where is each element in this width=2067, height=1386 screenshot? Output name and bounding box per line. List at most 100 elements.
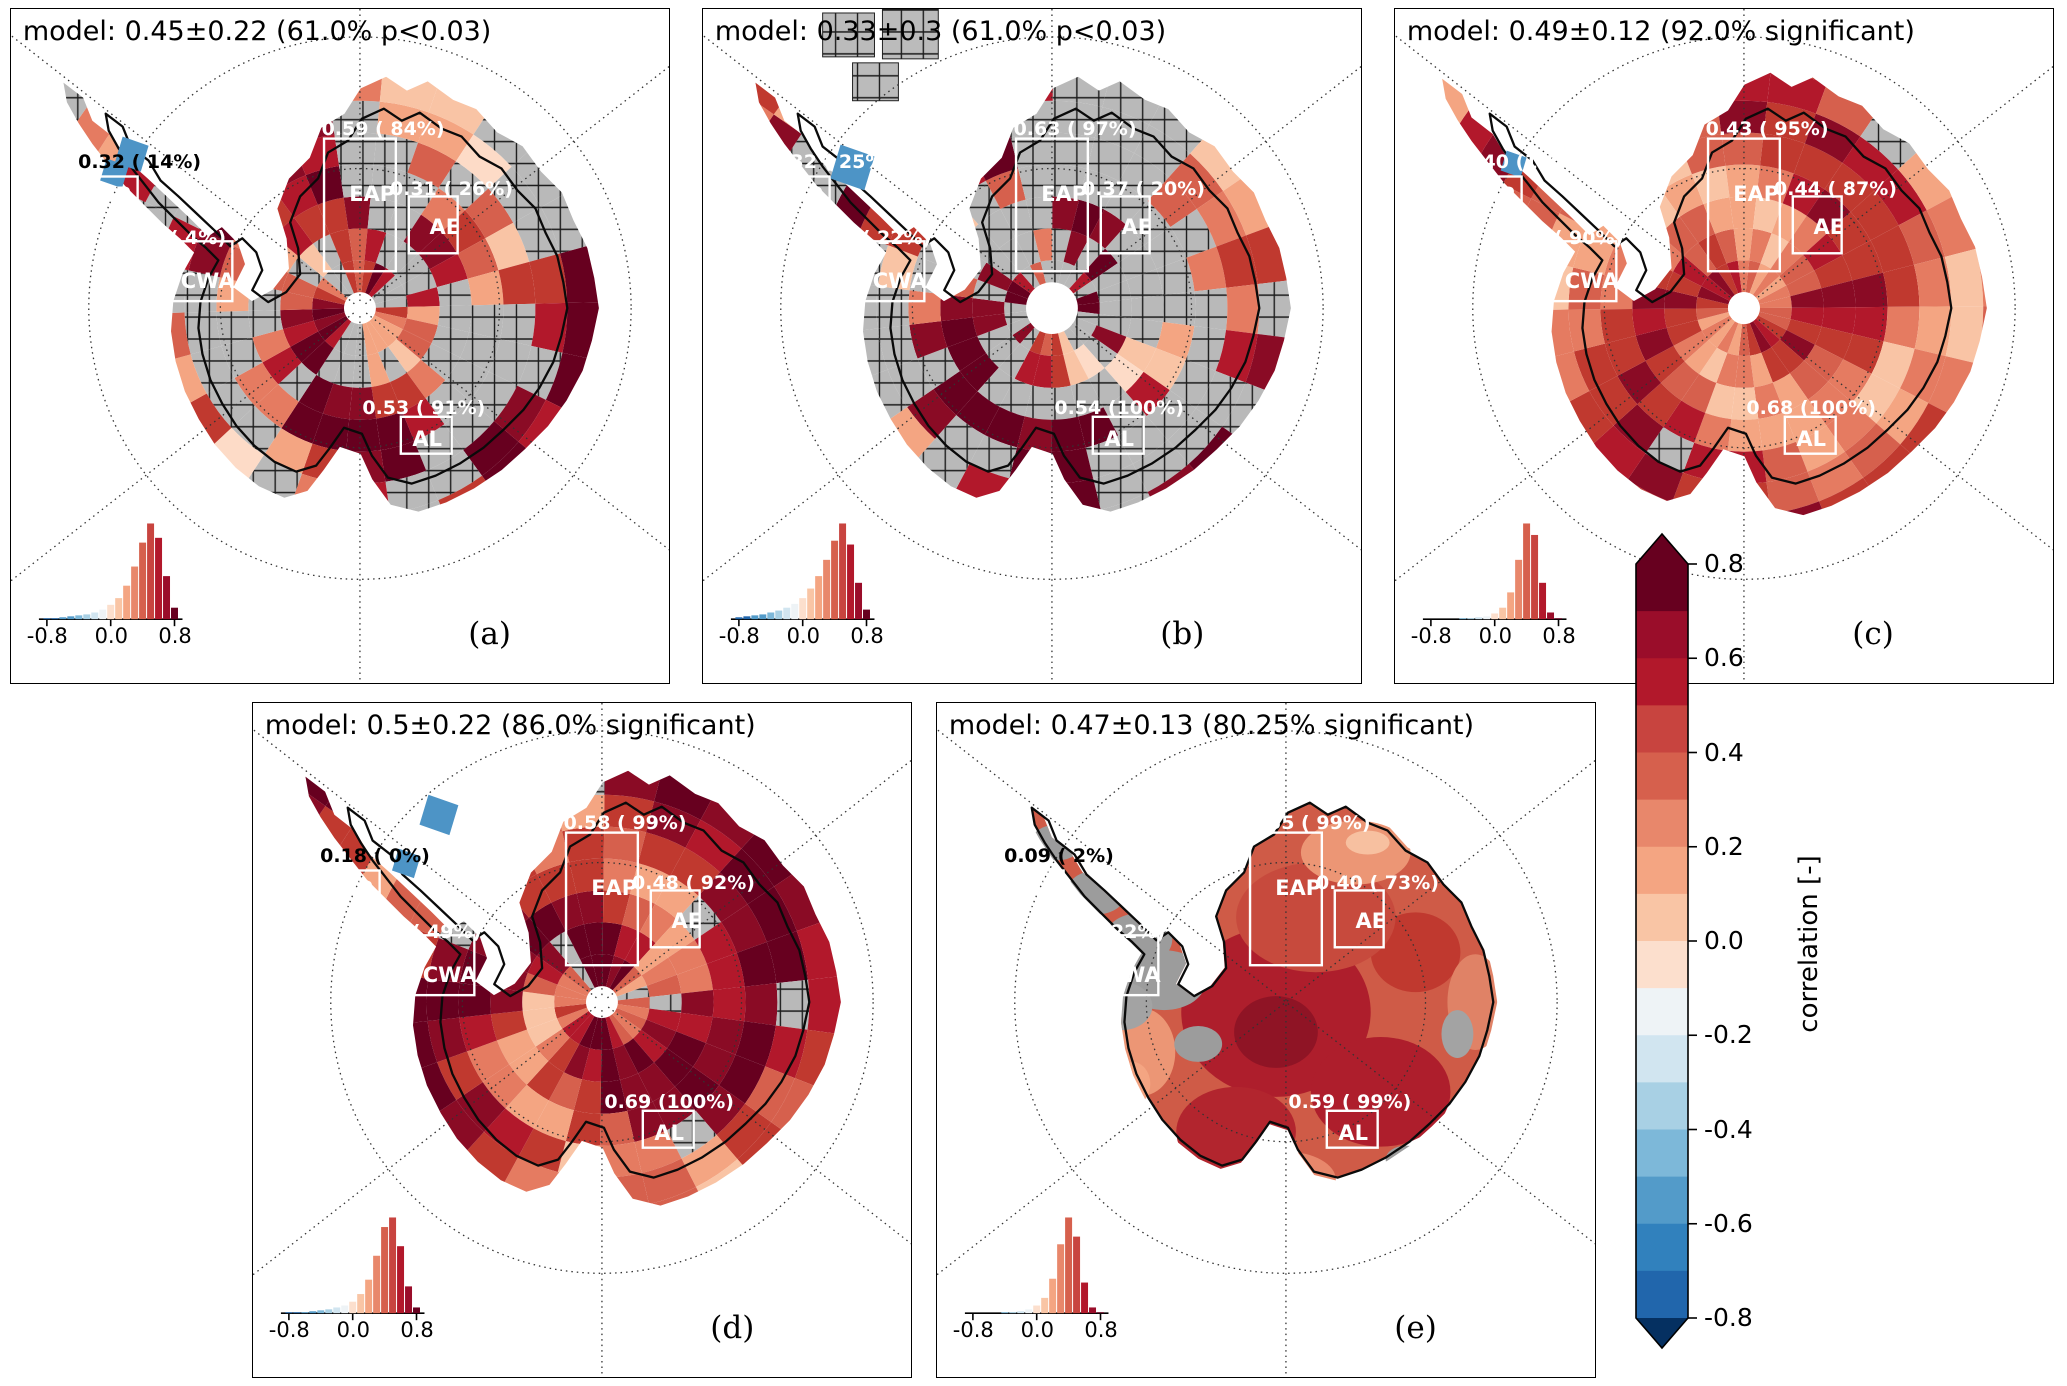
hist-bar [743, 616, 751, 620]
region-value-eap: 0.59 ( 84%) [321, 118, 445, 141]
panel-d: model: 0.5±0.22 (86.0% significant) 0.18… [252, 702, 912, 1378]
pole-hole [352, 301, 367, 316]
region-label-cwa: CWA [422, 963, 477, 988]
panel-letter: (a) [468, 615, 511, 652]
hist-bar [1523, 523, 1531, 620]
hist-tick-neg: -0.8 [718, 624, 760, 649]
hist-bar [115, 598, 123, 620]
blue-cell [419, 794, 459, 836]
region-value-al: 0.69 (100%) [604, 1091, 734, 1114]
region-value-al: 0.68 (100%) [1746, 397, 1876, 420]
colorbar-tick: -0.2 [1704, 1020, 1753, 1049]
hist-bar [357, 1294, 365, 1314]
hist-bar [823, 559, 831, 620]
region-box-AE [1333, 889, 1385, 949]
region-box-AL [1325, 1109, 1379, 1149]
hist-bar [1001, 1312, 1009, 1314]
region-label-ap: AP [99, 182, 131, 207]
hist-bar [123, 585, 131, 620]
region-value-ae: 0.44 ( 87%) [1774, 177, 1897, 200]
region-value-cwa: 0.48 ( 90%) [1500, 227, 1624, 250]
region-label-eap: EAP [1275, 875, 1322, 900]
panel-title: model: 0.49±0.12 (92.0% significant) [1406, 16, 1915, 48]
region-value-ae: 0.37 ( 20%) [1082, 177, 1205, 200]
blue-cell [1500, 150, 1527, 178]
hist-bar [397, 1246, 405, 1314]
hist-bar [1025, 1309, 1033, 1314]
antarctica-map-c [1395, 9, 2053, 683]
hist-bar [349, 1301, 357, 1314]
region-value-ap: 0.09 ( 2%) [1004, 844, 1114, 867]
panel-e: model: 0.47±0.13 (80.25% significant) 0.… [936, 702, 1596, 1378]
colorbar-tick: -0.8 [1704, 1303, 1753, 1332]
colorbar-tick: 0.0 [1704, 926, 1744, 955]
region-box-EAP [322, 137, 398, 273]
region-box-AP [786, 175, 831, 216]
region-value-al: 0.53 ( 91%) [362, 397, 486, 420]
hist-bar [1507, 592, 1515, 620]
hist-bar [767, 612, 775, 620]
hist-bar [839, 523, 847, 620]
region-label-eap: EAP [1733, 181, 1780, 206]
colorbar-scale [1635, 532, 1697, 1350]
graticule [11, 9, 669, 683]
hist-bar [131, 566, 139, 620]
hist-tick-pos: 0.8 [400, 1318, 434, 1343]
region-box-AE [649, 889, 701, 949]
colorbar-label: correlation [-] [1794, 855, 1824, 1033]
region-label-al: AL [412, 426, 443, 451]
hist-tick-pos: 0.8 [850, 624, 884, 649]
region-box-AP [1020, 869, 1065, 910]
panel-a: model: 0.45±0.22 (61.0% p<0.03) 0.32 ( 1… [10, 8, 670, 684]
blue-cell [114, 136, 149, 172]
region-label-ae: AE [671, 909, 703, 934]
hist-bar [341, 1305, 349, 1314]
hist-bar [1475, 617, 1483, 620]
blue-cell [100, 158, 129, 189]
hist-tick-neg: -0.8 [1410, 624, 1452, 649]
region-box-CWA [1039, 934, 1160, 997]
hist-bar [373, 1255, 381, 1314]
hist-bar [1547, 612, 1555, 620]
hist-tick-pos: 0.8 [158, 624, 192, 649]
hist-bar [1033, 1305, 1041, 1314]
region-label-cwa: CWA [1564, 269, 1619, 294]
hist-bar [863, 609, 870, 620]
region-label-al: AL [1338, 1120, 1369, 1145]
region-box-AE [1099, 195, 1151, 255]
region-value-ap: 0.40 (100%) [1462, 150, 1592, 173]
pole-hole [595, 996, 608, 1009]
colorbar-tick: -0.6 [1704, 1209, 1753, 1238]
hist-bar [155, 537, 163, 620]
hist-bar [1555, 618, 1562, 620]
region-box-AL [1091, 415, 1145, 455]
region-value-ap: 0.18 ( 0%) [320, 844, 430, 867]
region-value-ap: 0.32 ( 25%) [770, 150, 894, 173]
region-label-al: AL [654, 1120, 685, 1145]
hist-bar [799, 598, 807, 620]
hist-bar [751, 615, 759, 620]
hist-tick-pos: 0.8 [1542, 624, 1576, 649]
region-box-AL [641, 1109, 695, 1149]
region-value-cwa: 0.05 ( 4%) [116, 227, 226, 250]
hist-bar [1041, 1297, 1049, 1314]
region-box-AE [1791, 195, 1843, 255]
hist-bar [1467, 618, 1475, 620]
hist-bar [43, 618, 51, 620]
hist-tick-neg: -0.8 [952, 1318, 994, 1343]
region-box-EAP [564, 831, 640, 967]
region-value-eap: 0.43 ( 95%) [1705, 118, 1829, 141]
hist-bar [365, 1279, 373, 1314]
hist-tick-neg: -0.8 [26, 624, 68, 649]
region-box-AP [94, 175, 139, 216]
hist-bar [831, 540, 839, 620]
region-value-ae: 0.31 ( 26%) [390, 177, 513, 200]
hist-tick-zero: 0.0 [1478, 624, 1512, 649]
region-label-eap: EAP [1041, 181, 1088, 206]
hist-bar [91, 612, 99, 620]
correlation-cells [305, 770, 841, 1206]
hist-bar [381, 1227, 389, 1314]
hist-bar [59, 617, 67, 620]
hist-bar [1491, 613, 1499, 620]
